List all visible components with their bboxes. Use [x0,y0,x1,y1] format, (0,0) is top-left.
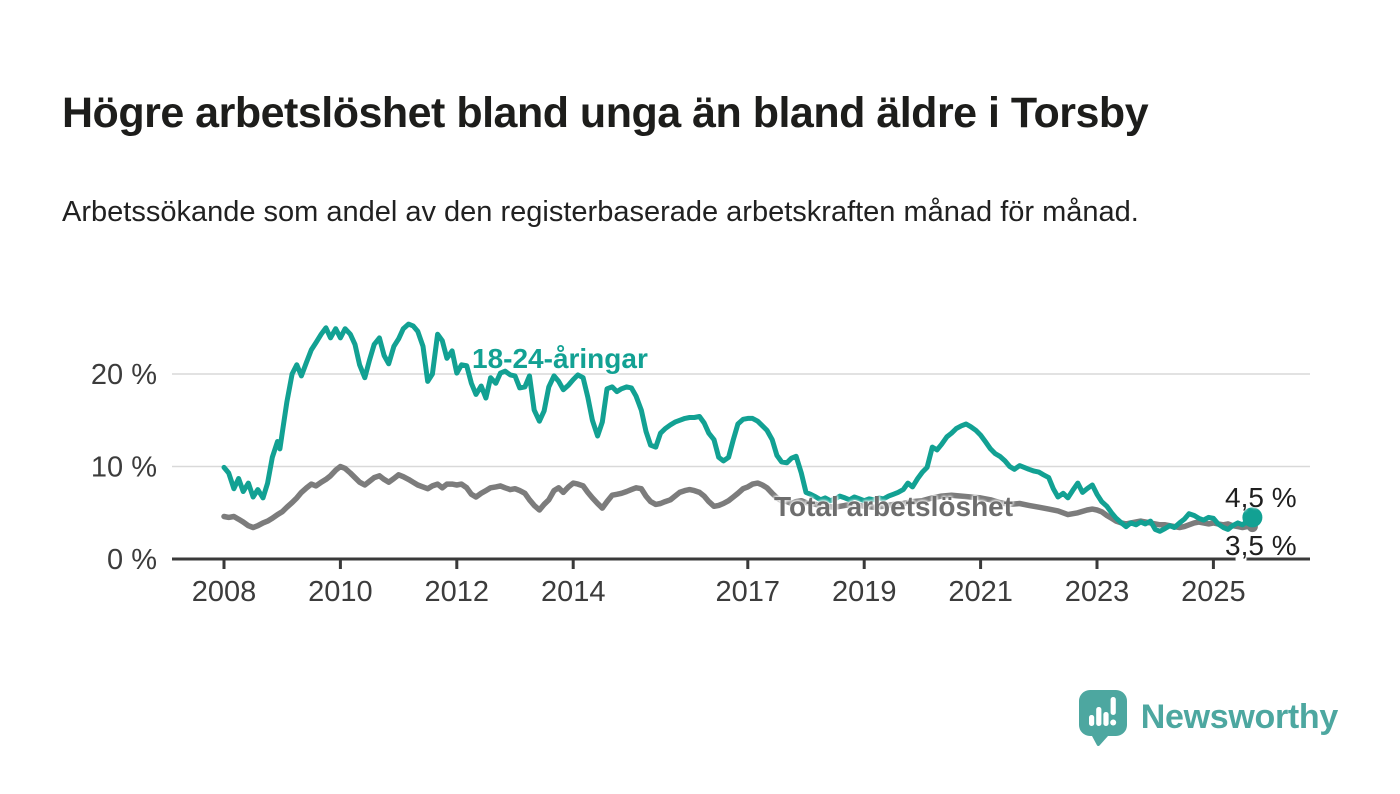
newsworthy-branding: Newsworthy [1077,688,1338,746]
y-tick-label: 20 % [91,359,157,391]
x-tick-label: 2012 [425,576,490,608]
series-label-total: Total arbetslöshet [774,491,1014,522]
logo-exclamation-dot [1109,719,1116,726]
series-label-youth: 18-24-åringar [472,343,648,374]
logo-exclamation-bar [1110,697,1116,715]
x-tick-label: 2025 [1181,576,1246,608]
logo-bar-1 [1088,715,1094,726]
x-tick-label: 2017 [716,576,781,608]
logo-bar-2 [1095,707,1102,726]
axis-latest-marker [1235,553,1247,565]
x-tick-label: 2010 [308,576,373,608]
series-line-youth [221,321,1255,534]
y-tick-label: 0 % [107,544,157,576]
x-tick-label: 2019 [832,576,897,608]
x-tick-label: 2023 [1065,576,1130,608]
x-tick-label: 2014 [541,576,606,608]
newsworthy-logo-text: Newsworthy [1140,697,1339,736]
x-tick-label: 2021 [948,576,1013,608]
chart-subtitle: Arbetssökande som andel av den registerb… [62,196,1139,228]
newsworthy-logo-icon [1078,690,1127,746]
series-end-dot-youth [1242,507,1263,528]
x-tick-label: 2008 [192,576,257,608]
y-tick-label: 10 % [91,452,157,484]
chart-title: Högre arbetslöshet bland unga än bland ä… [62,88,1149,137]
end-value-label-total: 3,5 % [1225,530,1297,561]
logo-bubble [1078,690,1127,746]
series-line-total [221,463,1256,531]
logo-bar-3 [1103,712,1109,726]
end-value-label-youth: 4,5 % [1225,482,1297,513]
